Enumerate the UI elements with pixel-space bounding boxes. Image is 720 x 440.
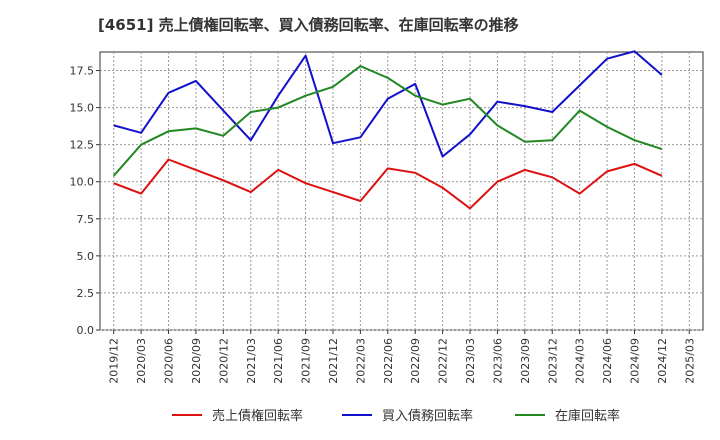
x-tick-label: 2024/06 — [601, 338, 614, 384]
plot-area — [99, 51, 704, 331]
legend-label-2: 買入債務回転率 — [382, 408, 473, 424]
chart-title: [4651] 売上債権回転率、買入債務回転率、在庫回転率の推移 — [98, 16, 519, 34]
series-line-1 — [113, 158, 663, 210]
x-tick-label: 2024/12 — [656, 338, 669, 384]
x-tick-label: 2020/12 — [217, 338, 230, 384]
x-tick-label: 2020/06 — [163, 338, 176, 384]
x-tick-label: 2022/03 — [354, 338, 367, 384]
x-tick-label: 2022/09 — [409, 338, 422, 384]
series-line-3 — [112, 65, 663, 177]
x-tick-label: 2023/03 — [464, 338, 477, 384]
x-tick-label: 2019/12 — [108, 338, 121, 384]
x-tick-label: 2021/03 — [245, 338, 258, 384]
x-tick-label: 2022/06 — [382, 338, 395, 384]
y-tick-label: 17.5 — [70, 65, 95, 78]
x-tick-label: 2025/03 — [683, 338, 696, 384]
y-tick-label: 7.5 — [77, 213, 95, 226]
x-tick-label: 2020/03 — [135, 338, 148, 384]
x-tick-label: 2021/06 — [272, 338, 285, 384]
series-line-2 — [113, 50, 663, 158]
x-tick-label: 2023/09 — [519, 338, 532, 384]
x-tick-label: 2021/09 — [300, 338, 313, 384]
x-tick-label: 2023/06 — [491, 338, 504, 384]
y-tick-label: 0.0 — [77, 324, 95, 337]
legend-label-3: 在庫回転率 — [555, 408, 620, 424]
y-tick-label: 2.5 — [77, 287, 95, 300]
x-tick-label: 2022/12 — [437, 338, 450, 384]
y-tick-label: 15.0 — [70, 102, 95, 115]
y-tick-label: 12.5 — [70, 139, 95, 152]
x-tick-label: 2023/12 — [546, 338, 559, 384]
x-tick-label: 2020/09 — [190, 338, 203, 384]
legend-label-1: 売上債権回転率 — [212, 408, 303, 424]
x-tick-label: 2021/12 — [327, 338, 340, 384]
y-tick-label: 5.0 — [77, 250, 95, 263]
x-tick-label: 2024/09 — [628, 338, 641, 384]
x-tick-label: 2024/03 — [574, 338, 587, 384]
y-tick-label: 10.0 — [70, 176, 95, 189]
